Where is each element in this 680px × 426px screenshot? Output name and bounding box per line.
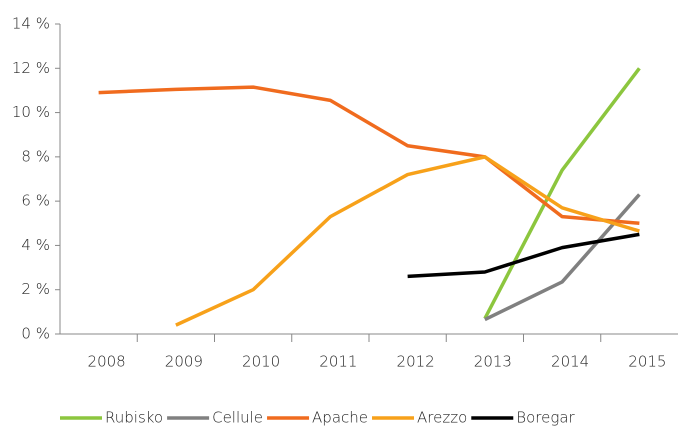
series-line	[484, 193, 641, 322]
series-line	[175, 155, 640, 327]
x-tick-label: 2015	[628, 353, 666, 371]
y-tick-label: 2 %	[21, 280, 50, 298]
y-tick-label: 10 %	[12, 103, 50, 121]
series-line	[483, 67, 641, 320]
y-tick-label: 12 %	[12, 59, 50, 77]
legend-label: Boregar	[516, 409, 575, 426]
y-tick-label: 4 %	[21, 236, 50, 254]
y-tick-label: 6 %	[21, 192, 50, 210]
x-tick-label: 2011	[319, 353, 357, 371]
x-tick-label: 2012	[397, 353, 435, 371]
legend-label: Arezzo	[417, 409, 467, 426]
y-tick-label: 8 %	[21, 147, 50, 165]
x-tick-label: 2014	[551, 353, 589, 371]
x-tick-label: 2008	[88, 353, 126, 371]
series-line	[98, 85, 640, 226]
y-tick-label: 0 %	[21, 325, 50, 343]
series-line	[407, 232, 640, 279]
x-tick-label: 2010	[242, 353, 280, 371]
legend-label: Rubisko	[105, 409, 163, 426]
x-tick-label: 2013	[474, 353, 512, 371]
x-tick-label: 2009	[165, 353, 203, 371]
legend-label: Apache	[312, 409, 368, 426]
y-tick-label: 14 %	[12, 15, 50, 33]
legend-label: Cellule	[212, 409, 263, 426]
